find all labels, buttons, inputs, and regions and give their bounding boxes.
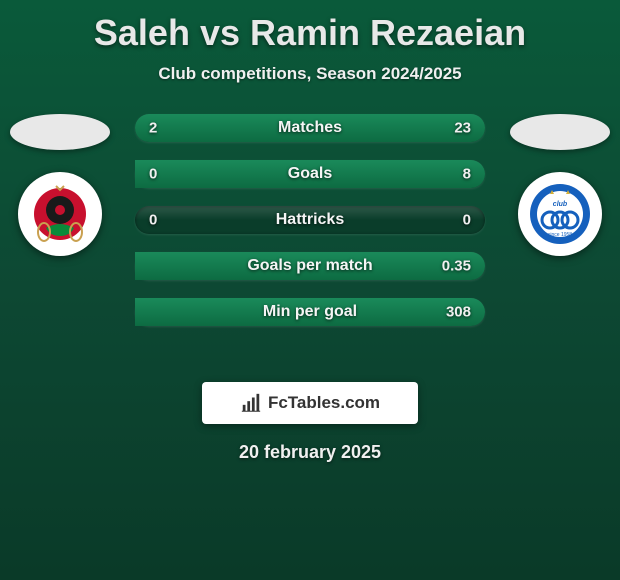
stat-value-left: 2 [149, 120, 157, 137]
club-crest-right-icon: club since 1958 [526, 180, 594, 248]
stat-label: Goals [288, 165, 332, 183]
source-label: FcTables.com [268, 393, 380, 413]
chart-icon [240, 392, 262, 414]
stat-value-right: 0 [463, 212, 471, 229]
stat-bars: 2 Matches 23 0 Goals 8 0 Hattricks 0 Goals per ma… [135, 114, 485, 326]
player-right-photo [510, 114, 610, 150]
svg-text:club: club [553, 201, 568, 208]
stat-label: Matches [278, 119, 342, 137]
club-crest-left-icon [26, 180, 94, 248]
date: 20 february 2025 [0, 442, 620, 463]
svg-text:since 1958: since 1958 [548, 232, 572, 238]
player-right-column: club since 1958 [500, 114, 620, 256]
stat-value-right: 23 [454, 120, 471, 137]
stat-bar: 2 Matches 23 [135, 114, 485, 142]
stat-bar: 0 Goals 8 [135, 160, 485, 188]
stat-bar: Goals per match 0.35 [135, 252, 485, 280]
stat-bar: Min per goal 308 [135, 298, 485, 326]
club-badge-right: club since 1958 [518, 172, 602, 256]
subtitle: Club competitions, Season 2024/2025 [0, 64, 620, 84]
stat-value-left: 0 [149, 166, 157, 183]
stat-label: Min per goal [263, 303, 357, 321]
club-badge-left [18, 172, 102, 256]
player-left-photo [10, 114, 110, 150]
stat-value-right: 308 [446, 304, 471, 321]
stat-label: Goals per match [247, 257, 372, 275]
stat-value-left: 0 [149, 212, 157, 229]
stat-value-right: 0.35 [442, 258, 471, 275]
comparison-panel: club since 1958 2 Matches 23 0 Goals 8 0 Hattri… [0, 114, 620, 364]
source-badge[interactable]: FcTables.com [202, 382, 418, 424]
stat-bar: 0 Hattricks 0 [135, 206, 485, 234]
page-title: Saleh vs Ramin Rezaeian [0, 0, 620, 54]
stat-label: Hattricks [276, 211, 344, 229]
stat-value-right: 8 [463, 166, 471, 183]
player-left-column [0, 114, 120, 256]
